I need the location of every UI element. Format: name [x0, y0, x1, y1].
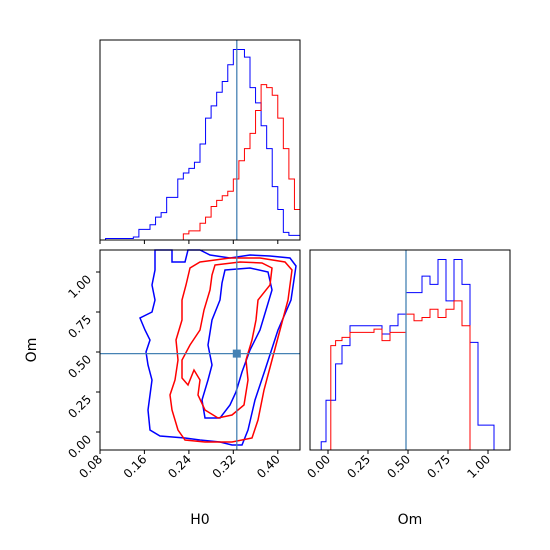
contour-yticks [96, 271, 100, 433]
contour-xticks [99, 450, 279, 454]
y-axis-label: Om [24, 338, 40, 363]
contour-ytick-labels: 0.00 0.25 0.50 0.75 1.00 [65, 272, 94, 461]
x-axis-label-H0: H0 [190, 512, 209, 528]
xtick-label: 0.75 [424, 452, 453, 481]
xtick-label: 0.16 [121, 452, 150, 481]
hist-Om-xticks [327, 450, 489, 454]
hist-Om-frame [309, 249, 511, 451]
ytick-label: 0.75 [65, 312, 94, 341]
hist-H0-panel [99, 39, 301, 244]
xtick-label: 0.24 [165, 452, 194, 481]
hist-series-red [105, 84, 301, 241]
xtick-label: 1.00 [464, 452, 493, 481]
xtick-label: 0.00 [304, 452, 333, 481]
ytick-label: 1.00 [65, 272, 94, 301]
xtick-label: 0.25 [344, 452, 373, 481]
contour-red-inner [181, 261, 273, 419]
hist-H0-xticks [99, 240, 279, 244]
ytick-label: 0.50 [65, 352, 94, 381]
ytick-label: 0.25 [65, 392, 94, 421]
hist-Om-panel: 0.00 0.25 0.50 0.75 1.00 Om [304, 249, 511, 528]
xtick-label: 0.40 [254, 452, 283, 481]
contour-blue-outer [139, 249, 297, 446]
contour-xtick-labels: 0.08 0.16 0.24 0.32 0.40 [76, 452, 283, 481]
hist-series-red [321, 300, 494, 451]
truth-marker [232, 349, 241, 358]
xtick-label: 0.50 [384, 452, 413, 481]
contour-frame [99, 249, 301, 451]
x-axis-label-Om: Om [398, 512, 423, 528]
hist-Om-series [320, 259, 495, 451]
xtick-label: 0.32 [210, 452, 239, 481]
hist-series-blue [320, 259, 495, 450]
hist-H0-series [105, 49, 301, 241]
contour-panel: 0.08 0.16 0.24 0.32 0.40 0.00 0.25 0.50 … [24, 249, 301, 528]
contour-blue-inner [201, 267, 273, 419]
hist-Om-xtick-labels: 0.00 0.25 0.50 0.75 1.00 [304, 452, 493, 481]
hist-series-blue [105, 49, 301, 240]
xtick-label: 0.08 [76, 452, 105, 481]
hist-H0-frame [99, 39, 301, 241]
contour-red-outer [169, 257, 293, 443]
